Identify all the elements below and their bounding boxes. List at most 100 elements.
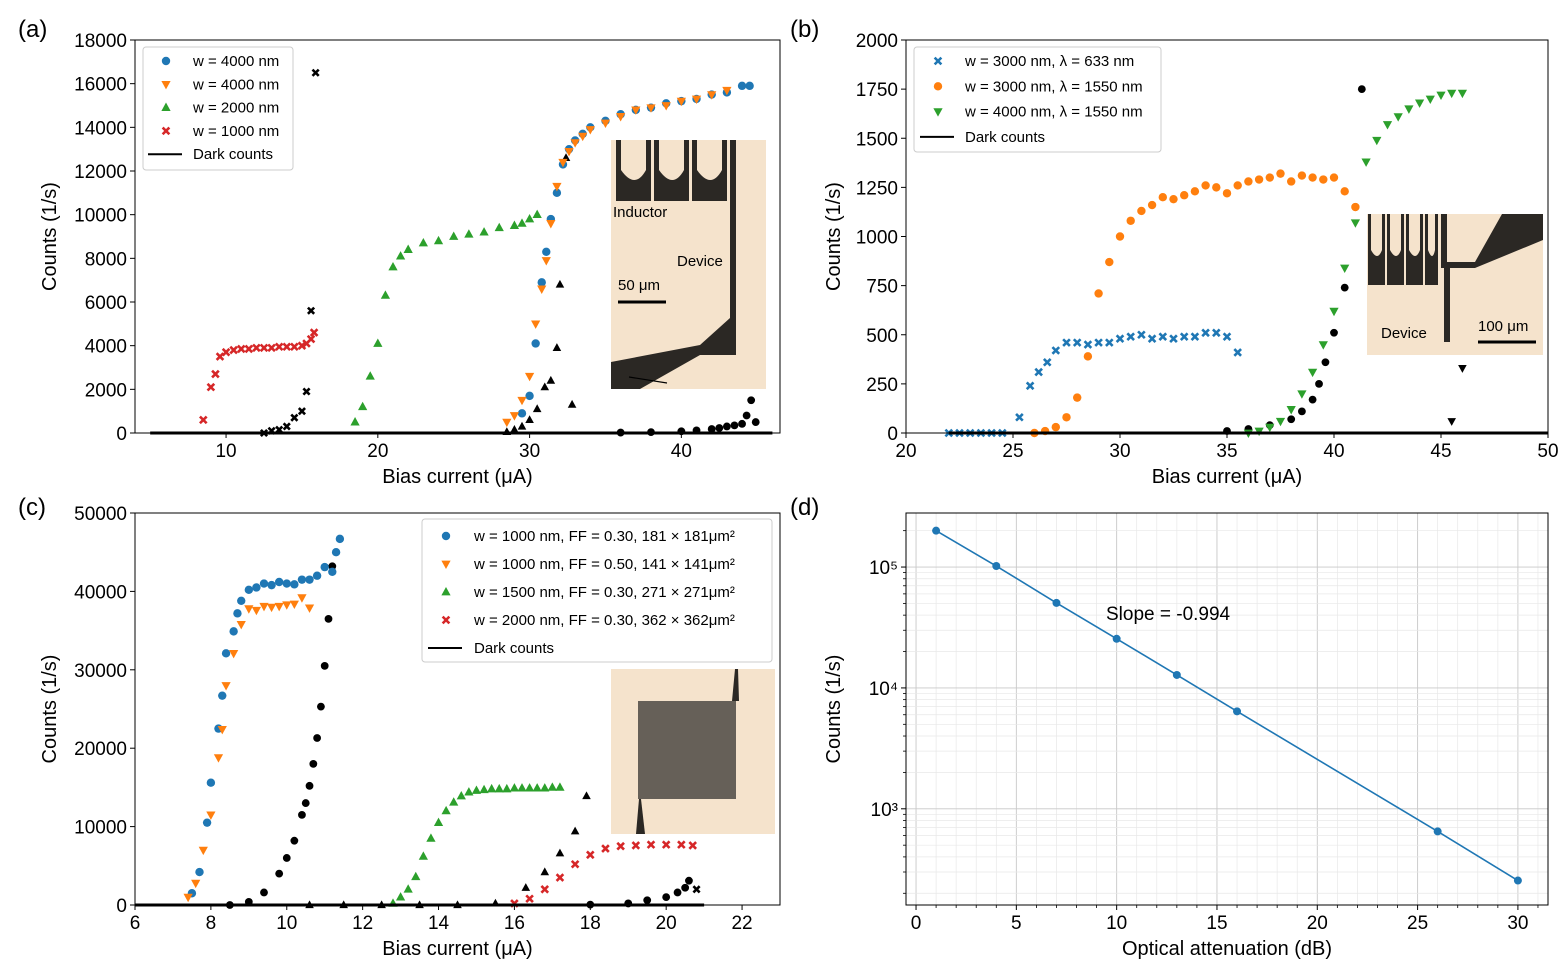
data-point — [1286, 406, 1296, 415]
x-tick-label: 10 — [215, 441, 236, 462]
dark-count-point — [738, 419, 746, 428]
y-tick-label: 10000 — [74, 206, 127, 227]
dark-count-markers — [225, 562, 337, 909]
dark-count-point — [555, 279, 565, 288]
data-point — [259, 343, 269, 353]
dark-count-point — [1298, 407, 1306, 416]
x-tick-label: 45 — [1430, 441, 1451, 462]
data-point — [309, 328, 319, 337]
data-point — [1361, 158, 1371, 167]
legend-frame — [421, 518, 773, 663]
data-point — [229, 627, 238, 636]
data-point — [1083, 340, 1093, 349]
data-point — [509, 412, 520, 421]
data-point — [691, 95, 702, 104]
data-point — [524, 372, 535, 382]
data-point — [1233, 707, 1242, 716]
x-tick-label: 20 — [656, 913, 677, 934]
data-point — [1275, 417, 1286, 427]
dark-count-point — [715, 424, 724, 432]
dark-count-point — [290, 413, 299, 422]
data-point — [1276, 169, 1285, 178]
data-point — [403, 244, 413, 253]
dark-count-point — [275, 869, 284, 878]
data-point — [1297, 171, 1307, 180]
y-tick-label: 10000 — [74, 818, 127, 839]
x-tick-label: 14 — [428, 913, 450, 934]
data-point — [206, 382, 216, 392]
data-point — [1433, 827, 1442, 836]
data-point — [1425, 95, 1435, 104]
data-point — [1115, 232, 1125, 241]
data-point — [509, 220, 520, 229]
x-tick-label: 15 — [1206, 913, 1227, 934]
x-axis: 10 20 30 40 — [215, 433, 692, 462]
data-point — [297, 341, 307, 350]
data-point — [1382, 121, 1393, 130]
data-point — [616, 841, 625, 851]
data-point — [449, 231, 459, 240]
data-point — [487, 783, 497, 793]
dark-count-point — [546, 375, 556, 384]
data-point — [206, 778, 216, 787]
data-point — [373, 338, 383, 347]
data-point — [395, 251, 406, 260]
data-point — [570, 859, 580, 869]
y-axis: 10³ 10⁴ 10⁵ — [869, 530, 906, 894]
data-point — [464, 229, 474, 238]
dark-count-point — [307, 306, 316, 315]
data-point — [229, 345, 238, 355]
dark-count-point — [305, 781, 314, 790]
data-point — [1158, 332, 1168, 341]
data-point — [564, 147, 574, 157]
data-point — [1201, 181, 1210, 190]
series-line — [935, 529, 1519, 882]
data-point — [552, 188, 562, 198]
dark-count-point — [643, 896, 652, 905]
series-3 — [510, 840, 698, 908]
panel-b: (b) Device 100 μm 20 25 30 35 40 45 50 Bias curren… — [790, 16, 1559, 488]
x-tick-label: 8 — [206, 913, 217, 934]
y-tick-label: 6000 — [85, 293, 127, 314]
panel-label: (c) — [18, 494, 46, 521]
series-0 — [944, 328, 1242, 438]
data-point — [517, 409, 527, 418]
legend-entry: w = 2000 nm — [192, 100, 279, 117]
series-1 — [502, 86, 732, 428]
series-1 — [183, 594, 315, 903]
data-point — [403, 884, 413, 893]
legend-marker-icon — [161, 126, 171, 136]
data-point — [1180, 191, 1189, 200]
dark-count-point — [517, 421, 527, 430]
dark-count-point — [282, 854, 291, 862]
y-tick-label: 1500 — [856, 129, 898, 150]
x-tick-label: 20 — [367, 441, 388, 462]
y-tick-label: 0 — [116, 896, 127, 917]
dark-count-point — [320, 661, 329, 670]
panel-d: (d) 0 5 10 15 20 25 30 Optical attenuation (dB) 1… — [790, 494, 1549, 960]
inset-label-device: Device — [677, 253, 723, 270]
data-point — [601, 844, 610, 853]
data-point — [1212, 183, 1221, 192]
x-axis: 0 5 10 15 20 25 30 — [911, 905, 1539, 934]
data-point — [555, 873, 565, 882]
legend-frame — [142, 46, 294, 171]
data-point — [1147, 334, 1157, 343]
data-point — [331, 548, 341, 557]
inset-image: Device 100 μm — [1367, 214, 1543, 355]
data-point — [274, 342, 284, 352]
dark-count-point — [1357, 85, 1366, 94]
data-point — [237, 596, 246, 606]
data-point — [494, 222, 504, 232]
data-point — [1350, 219, 1361, 228]
data-point — [1436, 91, 1446, 101]
data-point — [1172, 670, 1181, 679]
y-axis: 0 2000 4000 6000 8000 10000 12000 14000 16000 180… — [74, 31, 135, 445]
y-axis: 0 250 500 750 1000 1250 1500 1750 2000 — [856, 31, 906, 445]
x-tick-label: 25 — [1407, 913, 1428, 934]
data-point — [1072, 338, 1082, 347]
data-point — [290, 580, 299, 589]
y-tick-label: 1000 — [856, 228, 898, 249]
y-tick-label: 10⁴ — [869, 679, 898, 700]
data-point — [707, 91, 717, 100]
